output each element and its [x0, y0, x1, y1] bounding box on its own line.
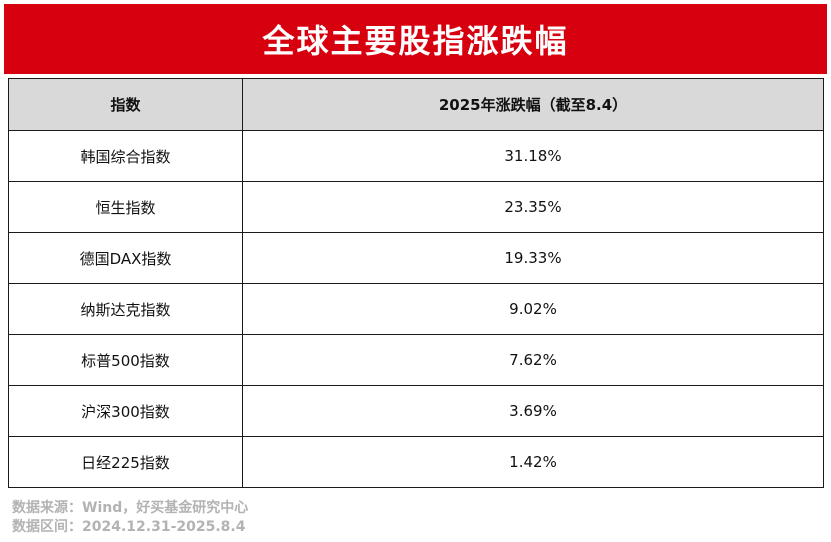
change-cell: 9.02%	[242, 283, 824, 335]
index-name-cell: 纳斯达克指数	[8, 283, 243, 335]
index-name-cell: 德国DAX指数	[8, 232, 243, 284]
table-row: 标普500指数 7.62%	[8, 334, 824, 386]
index-name-cell: 恒生指数	[8, 181, 243, 233]
data-source-text: 数据来源：Wind，好买基金研究中心	[12, 500, 249, 516]
table-row: 日经225指数 1.42%	[8, 436, 824, 488]
change-cell: 19.33%	[242, 232, 824, 284]
change-cell: 1.42%	[242, 436, 824, 488]
title-banner: 全球主要股指涨跌幅	[4, 4, 827, 74]
change-cell: 23.35%	[242, 181, 824, 233]
table-header-row: 指数 2025年涨跌幅（截至8.4）	[8, 78, 824, 131]
page-title: 全球主要股指涨跌幅	[262, 22, 569, 60]
table-row: 纳斯达克指数 9.02%	[8, 283, 824, 335]
change-cell: 7.62%	[242, 334, 824, 386]
index-name-cell: 沪深300指数	[8, 385, 243, 437]
index-name-cell: 韩国综合指数	[8, 130, 243, 182]
index-table: 指数 2025年涨跌幅（截至8.4） 韩国综合指数 31.18% 恒生指数 23…	[8, 78, 824, 488]
column-header-index: 指数	[8, 78, 243, 131]
change-cell: 3.69%	[242, 385, 824, 437]
change-cell: 31.18%	[242, 130, 824, 182]
source-note: 数据来源：Wind，好买基金研究中心 数据区间：2024.12.31-2025.…	[12, 499, 248, 537]
table-row: 韩国综合指数 31.18%	[8, 130, 824, 182]
index-name-cell: 日经225指数	[8, 436, 243, 488]
table-row: 沪深300指数 3.69%	[8, 385, 824, 437]
table-row: 恒生指数 23.35%	[8, 181, 824, 233]
data-period-text: 数据区间：2024.12.31-2025.8.4	[12, 519, 246, 535]
index-name-cell: 标普500指数	[8, 334, 243, 386]
column-header-change: 2025年涨跌幅（截至8.4）	[242, 78, 824, 131]
table-row: 德国DAX指数 19.33%	[8, 232, 824, 284]
